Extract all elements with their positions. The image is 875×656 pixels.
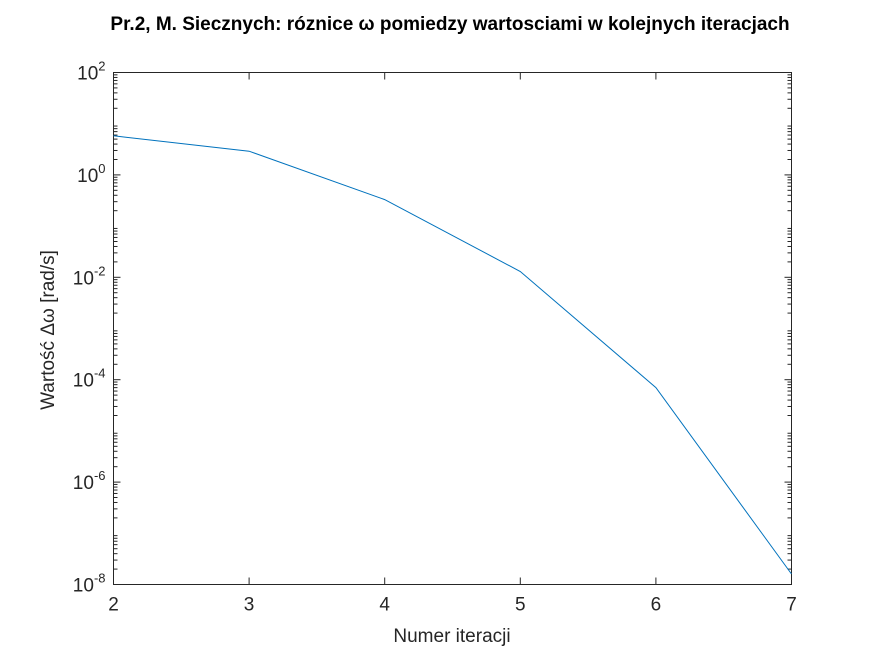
y-tick-label: 10-6 — [73, 468, 106, 494]
x-tick-label: 3 — [244, 595, 255, 616]
y-tick-label: 10-2 — [73, 263, 106, 289]
y-tick-base: 10 — [73, 268, 94, 289]
y-tick-label: 10-4 — [73, 366, 106, 392]
chart-title: Pr.2, M. Siecznych: róznice ω pomiedzy w… — [110, 14, 789, 35]
plot-area — [113, 72, 792, 585]
y-tick-label: 102 — [77, 59, 105, 85]
x-tick-label: 5 — [515, 595, 526, 616]
x-axis-label: Numer iteracji — [393, 626, 510, 647]
y-tick-base: 10 — [77, 166, 98, 187]
y-tick-exponent: -2 — [94, 263, 106, 278]
y-tick-label: 10-8 — [73, 571, 106, 597]
y-tick-exponent: -8 — [94, 571, 106, 586]
y-tick-base: 10 — [73, 576, 94, 597]
y-tick-base: 10 — [77, 64, 98, 85]
major-ticks — [113, 72, 792, 585]
x-tick-label: 6 — [651, 595, 662, 616]
y-axis-label: Wartość Δω [rad/s] — [38, 250, 59, 410]
y-tick-base: 10 — [73, 371, 94, 392]
x-tick-label: 4 — [379, 595, 390, 616]
y-tick-base: 10 — [73, 473, 94, 494]
x-tick-labels: 2 3 4 5 6 7 — [108, 595, 797, 616]
y-tick-exponent: 2 — [98, 59, 105, 74]
y-tick-exponent: -4 — [94, 366, 106, 381]
x-tick-label: 7 — [786, 595, 797, 616]
y-tick-label: 100 — [77, 161, 105, 187]
y-tick-exponent: 0 — [98, 161, 105, 176]
y-tick-exponent: -6 — [94, 468, 106, 483]
x-tick-label: 2 — [108, 595, 119, 616]
series-line — [113, 135, 792, 575]
minor-ticks — [113, 74, 792, 570]
plot-frame — [113, 72, 792, 585]
